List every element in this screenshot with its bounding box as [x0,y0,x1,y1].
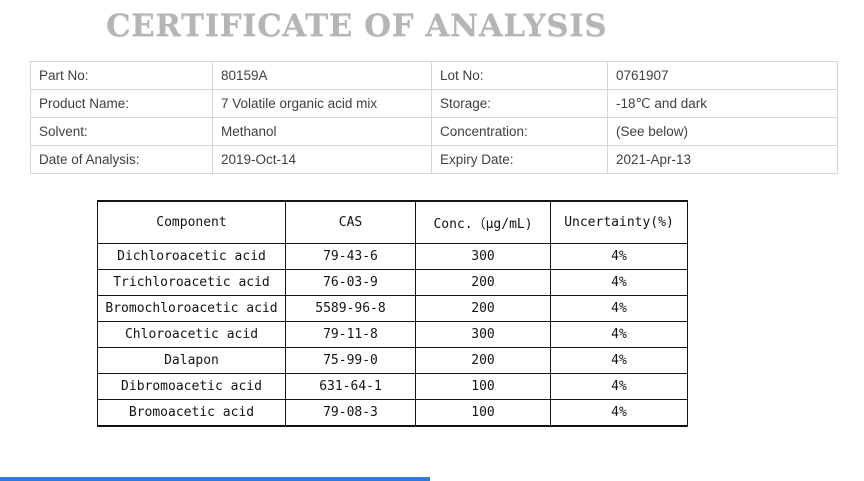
solvent-label: Solvent: [30,117,213,146]
table-row: Chloroacetic acid 79-11-8 300 4% [97,321,688,348]
cas-number: 79-43-6 [285,243,416,270]
component-name: Bromochloroacetic acid [97,295,286,322]
concentration: 200 [415,347,551,374]
concentration: 200 [415,295,551,322]
cas-number: 79-08-3 [285,399,416,427]
concentration: 300 [415,321,551,348]
uncertainty: 4% [550,243,688,270]
uncertainty: 4% [550,399,688,427]
cas-number: 76-03-9 [285,269,416,296]
table-row: Dibromoacetic acid 631-64-1 100 4% [97,373,688,400]
component-name: Dalapon [97,347,286,374]
component-name: Dichloroacetic acid [97,243,286,270]
info-row-part-lot: Part No: 80159A Lot No: 0761907 [30,61,838,90]
concentration: 100 [415,373,551,400]
uncertainty: 4% [550,269,688,296]
header-cas: CAS [285,200,416,244]
cas-number: 79-11-8 [285,321,416,348]
uncertainty: 4% [550,295,688,322]
concentration: 200 [415,269,551,296]
expiry-date-label: Expiry Date: [431,145,608,174]
cas-number: 5589-96-8 [285,295,416,322]
page-title: CERTIFICATE OF ANALYSIS [106,8,608,44]
header-component: Component [97,200,286,244]
analysis-date-value: 2019-Oct-14 [212,145,432,174]
analysis-date-label: Date of Analysis: [30,145,213,174]
uncertainty: 4% [550,373,688,400]
concentration-value: (See below) [607,117,838,146]
cas-number: 75-99-0 [285,347,416,374]
header-conc: Conc.（μg/mL) [415,200,551,244]
info-row-product-storage: Product Name: 7 Volatile organic acid mi… [30,89,838,118]
bottom-accent-bar [0,477,430,481]
product-name-label: Product Name: [30,89,213,118]
info-row-solvent-concentration: Solvent: Methanol Concentration: (See be… [30,117,838,146]
storage-value: -18℃ and dark [607,89,838,118]
concentration: 300 [415,243,551,270]
component-table: Component CAS Conc.（μg/mL) Uncertainty(%… [97,200,688,427]
product-name-value: 7 Volatile organic acid mix [212,89,432,118]
table-row: Trichloroacetic acid 76-03-9 200 4% [97,269,688,296]
info-table: Part No: 80159A Lot No: 0761907 Product … [30,61,838,174]
component-name: Bromoacetic acid [97,399,286,427]
component-table-header-row: Component CAS Conc.（μg/mL) Uncertainty(%… [97,200,688,244]
table-row: Bromochloroacetic acid 5589-96-8 200 4% [97,295,688,322]
header-uncertainty: Uncertainty(%) [550,200,688,244]
component-name: Chloroacetic acid [97,321,286,348]
storage-label: Storage: [431,89,608,118]
cas-number: 631-64-1 [285,373,416,400]
info-row-dates: Date of Analysis: 2019-Oct-14 Expiry Dat… [30,145,838,174]
table-row: Bromoacetic acid 79-08-3 100 4% [97,399,688,427]
expiry-date-value: 2021-Apr-13 [607,145,838,174]
solvent-value: Methanol [212,117,432,146]
lot-no-label: Lot No: [431,61,608,90]
table-row: Dichloroacetic acid 79-43-6 300 4% [97,243,688,270]
concentration-label: Concentration: [431,117,608,146]
part-no-label: Part No: [30,61,213,90]
component-name: Dibromoacetic acid [97,373,286,400]
lot-no-value: 0761907 [607,61,838,90]
part-no-value: 80159A [212,61,432,90]
concentration: 100 [415,399,551,427]
component-name: Trichloroacetic acid [97,269,286,296]
table-row: Dalapon 75-99-0 200 4% [97,347,688,374]
uncertainty: 4% [550,321,688,348]
uncertainty: 4% [550,347,688,374]
